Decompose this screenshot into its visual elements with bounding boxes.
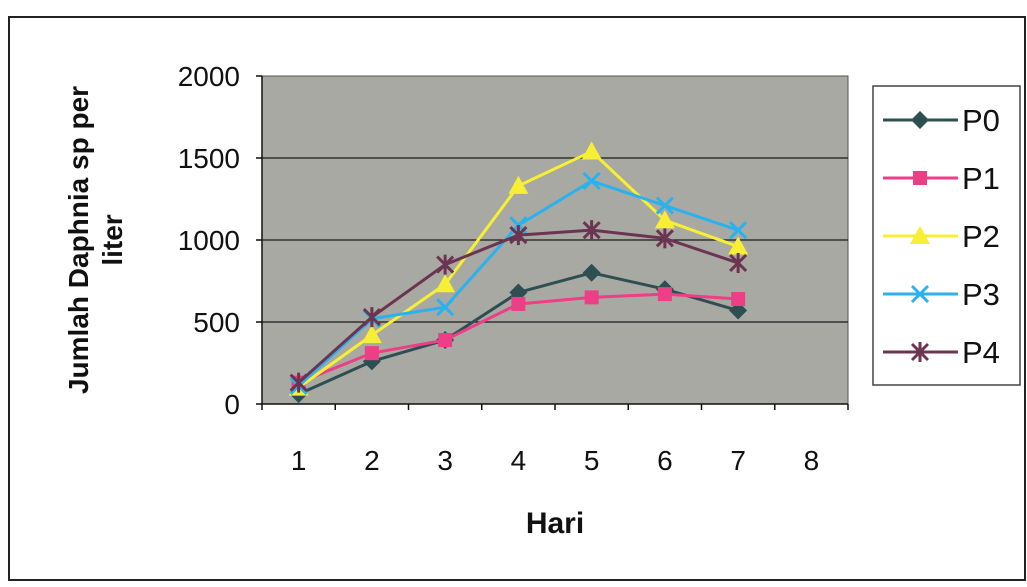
- series-p2: [288, 141, 749, 396]
- data-point-p1: [584, 290, 599, 305]
- y-tick-label: 2000: [178, 61, 240, 92]
- legend-item-p4: P4: [883, 335, 1000, 370]
- data-point-p2: [508, 175, 529, 194]
- axes: [256, 75, 849, 410]
- data-point-p2: [435, 274, 456, 293]
- legend-item-p3: P3: [883, 277, 1000, 312]
- x-tick-label: 3: [437, 445, 453, 476]
- y-tick-label: 1500: [178, 143, 240, 174]
- data-point-p1: [657, 287, 672, 302]
- legend-label-p1: P1: [962, 161, 1000, 196]
- x-tick-label: 7: [730, 445, 746, 476]
- data-point-p3: [582, 171, 601, 191]
- legend-marker-p2: [910, 226, 930, 244]
- x-tick-label: 8: [804, 445, 820, 476]
- x-tick-label: 1: [291, 445, 307, 476]
- data-point-p2: [728, 236, 749, 255]
- data-point-p4: [582, 220, 601, 241]
- legend-label-p2: P2: [962, 219, 1000, 254]
- legend-marker-p0: [911, 111, 929, 129]
- legend-item-p2: P2: [883, 219, 1000, 254]
- y-axis-title-line2: liter: [97, 214, 128, 265]
- legend-item-p0: P0: [883, 103, 1000, 138]
- x-tick-label: 5: [584, 445, 600, 476]
- y-tick-label: 0: [224, 389, 240, 420]
- legend-item-p1: P1: [883, 161, 1000, 196]
- data-point-p4: [655, 228, 674, 249]
- data-point-p4: [509, 225, 528, 246]
- series-p1: [291, 287, 746, 390]
- legend-label-p4: P4: [962, 335, 1000, 370]
- x-axis-title: Hari: [526, 507, 584, 540]
- data-point-p2: [361, 325, 382, 344]
- data-point-p1: [511, 296, 526, 311]
- x-tick-label: 6: [657, 445, 673, 476]
- series: [288, 141, 749, 404]
- legend-label-p0: P0: [962, 103, 1000, 138]
- data-point-p2: [581, 141, 602, 160]
- data-point-p3: [655, 196, 674, 215]
- data-point-p4: [436, 254, 455, 275]
- x-tick-label: 2: [364, 445, 380, 476]
- y-axis-title: Jumlah Daphnia sp per liter: [63, 86, 128, 394]
- x-tick-label: 4: [511, 445, 527, 476]
- legend: P0 P1 P2 P3 P4: [872, 85, 1021, 386]
- series-p4: [289, 220, 748, 393]
- y-tick-label: 1000: [178, 225, 240, 256]
- legend-marker-p1: [913, 171, 927, 185]
- legend-marker-p4: [910, 342, 930, 362]
- x-tick-labels: 1 2 3 4 5 6 7 8: [291, 445, 819, 476]
- legend-marker-p3: [910, 284, 930, 304]
- data-point-p3: [729, 221, 748, 240]
- legend-label-p3: P3: [962, 277, 1000, 312]
- data-point-p2: [654, 210, 675, 229]
- data-point-p1: [438, 333, 453, 348]
- data-point-p3: [436, 298, 455, 317]
- data-point-p0: [582, 263, 601, 282]
- y-tick-labels: 0 500 1000 1500 2000: [178, 61, 240, 420]
- data-point-p1: [731, 292, 746, 307]
- gridlines: [262, 157, 848, 323]
- data-point-p4: [289, 372, 308, 393]
- y-tick-label: 500: [193, 307, 240, 338]
- data-point-p4: [362, 307, 381, 328]
- data-point-p1: [364, 346, 379, 361]
- y-axis-title-line1: Jumlah Daphnia sp per: [63, 86, 94, 394]
- data-point-p4: [729, 252, 748, 273]
